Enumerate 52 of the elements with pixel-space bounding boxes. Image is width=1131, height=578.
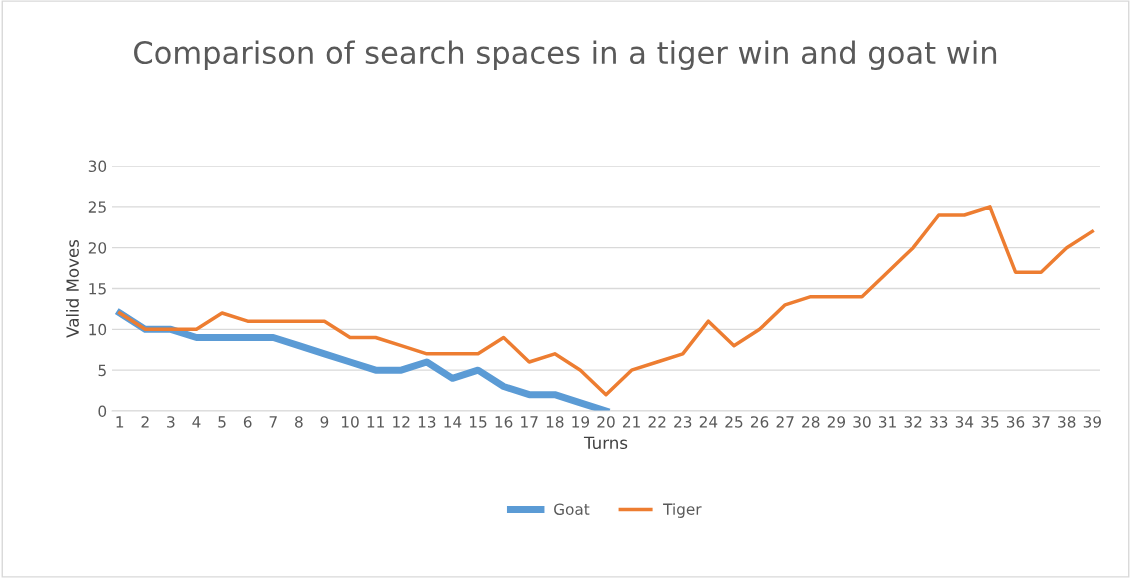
x-tick-label: 11 [367,416,384,428]
chart-title: Comparison of search spaces in a tiger win and goat win [134,40,997,71]
x-tick-label: 9 [320,416,329,428]
x-tick-label: 16 [495,416,513,428]
x-tick-label: 37 [1032,416,1050,428]
x-tick-label: 18 [546,416,564,428]
y-tick-label: 25 [88,201,106,213]
x-tick-label: 14 [444,416,462,428]
y-tick-label: 10 [89,323,107,336]
x-tick-label: 15 [469,416,487,428]
x-tick-label: 27 [776,416,794,428]
x-tick-label: 38 [1058,416,1076,428]
x-tick-label: 8 [295,416,303,428]
x-tick-label: 22 [648,416,666,428]
x-tick-label: 1 [116,416,124,428]
x-tick-label: 10 [342,416,359,428]
x-tick-label: 5 [218,416,226,428]
x-tick-label: 19 [572,416,590,428]
x-tick-label: 13 [418,416,436,428]
x-tick-label: 21 [622,416,640,428]
y-tick-label: 0 [98,405,107,418]
x-tick-label: 25 [725,416,743,428]
x-tick-label: 4 [192,416,201,428]
x-tick-label: 7 [269,416,277,428]
x-tick-label: 34 [955,416,974,428]
x-tick-label: 17 [521,416,538,428]
x-tick-label: 36 [1006,416,1025,428]
x-tick-label: 12 [393,416,410,428]
x-tick-label: 31 [879,416,896,428]
x-tick-label: 35 [981,416,999,428]
x-tick-label: 3 [167,416,175,428]
x-tick-label: 33 [930,416,948,428]
legend-label: Goat [554,503,590,515]
x-tick-label: 2 [141,416,149,428]
x-tick-label: 39 [1083,416,1101,428]
x-tick-label: 26 [750,416,769,428]
y-tick-label: 30 [88,160,107,173]
y-axis-title: Valid Moves [66,239,79,338]
y-tick-label: 15 [89,283,106,295]
x-tick-label: 24 [699,416,718,428]
x-tick-label: 32 [904,416,922,428]
x-tick-label: 20 [597,416,615,428]
x-tick-label: 23 [674,416,692,428]
x-tick-label: 30 [853,416,871,428]
x-tick-label: 6 [243,416,252,428]
x-axis-title: Turns [583,436,628,450]
line-series [117,205,1095,397]
y-tick-label: 20 [88,242,107,254]
x-tick-label: 29 [827,416,846,428]
y-tick-label: 5 [98,364,106,377]
legend-label: Tiger [663,503,702,518]
x-tick-label: 28 [802,416,820,428]
